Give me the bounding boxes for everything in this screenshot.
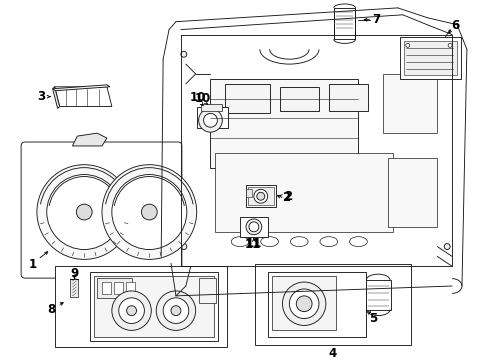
Circle shape [119,298,144,324]
Text: 11: 11 [245,237,262,250]
Polygon shape [55,87,112,107]
Circle shape [245,219,261,235]
Text: 5: 5 [368,312,377,325]
Bar [125,282,134,294]
Text: 4: 4 [328,347,336,360]
Bar [97,278,131,298]
Bar [328,84,367,112]
Bar [94,276,214,337]
Bar [198,278,216,303]
Bar [90,272,218,341]
Circle shape [443,51,449,57]
Bar [245,185,275,207]
Circle shape [447,44,451,47]
Circle shape [142,274,148,280]
Polygon shape [53,85,110,91]
Bar [267,272,366,337]
Circle shape [443,244,449,249]
Ellipse shape [319,237,337,247]
Circle shape [289,289,318,319]
Bar [366,280,390,310]
Bar [196,107,228,128]
Bar [254,264,410,345]
Circle shape [181,51,186,57]
Polygon shape [131,274,153,281]
Text: 6: 6 [450,19,458,32]
Circle shape [296,296,311,312]
Text: 10: 10 [189,91,205,104]
Circle shape [156,291,195,330]
Circle shape [181,244,186,249]
Circle shape [163,298,188,324]
Bar [114,282,122,294]
Circle shape [198,108,222,132]
Bar [271,276,335,330]
Text: 11: 11 [244,238,261,251]
Text: 10: 10 [194,92,210,105]
Ellipse shape [349,237,366,247]
Bar [399,37,460,79]
Bar [70,279,78,297]
Bar [245,189,251,197]
Circle shape [248,222,258,232]
Circle shape [112,175,186,249]
Text: 3: 3 [37,90,45,103]
Bar [225,84,269,113]
Circle shape [126,306,136,316]
Circle shape [141,204,157,220]
Circle shape [253,189,267,203]
Ellipse shape [231,237,248,247]
Bar [387,158,436,227]
Text: 2: 2 [284,190,292,203]
Bar [333,8,355,40]
Circle shape [76,204,92,220]
Circle shape [256,192,264,200]
Text: 1: 1 [29,258,37,271]
Bar [240,217,267,237]
Circle shape [171,306,181,316]
Circle shape [47,175,122,249]
Bar [215,153,392,232]
Bar [200,104,222,112]
Bar [55,266,227,347]
Text: 2: 2 [282,191,290,204]
Polygon shape [72,133,107,146]
Bar [382,74,436,133]
Ellipse shape [260,237,278,247]
Circle shape [37,165,131,259]
Bar [247,188,273,205]
Bar [403,41,456,75]
Text: 8: 8 [47,303,56,316]
Ellipse shape [290,237,307,247]
FancyBboxPatch shape [21,142,182,278]
Circle shape [405,44,409,47]
Text: 9: 9 [70,267,79,280]
Bar [279,87,318,112]
Circle shape [203,113,217,127]
Circle shape [112,291,151,330]
Circle shape [102,165,196,259]
Circle shape [282,282,325,325]
Text: 7: 7 [371,13,380,26]
Bar [102,282,111,294]
Polygon shape [53,87,60,108]
Bar [210,79,358,168]
